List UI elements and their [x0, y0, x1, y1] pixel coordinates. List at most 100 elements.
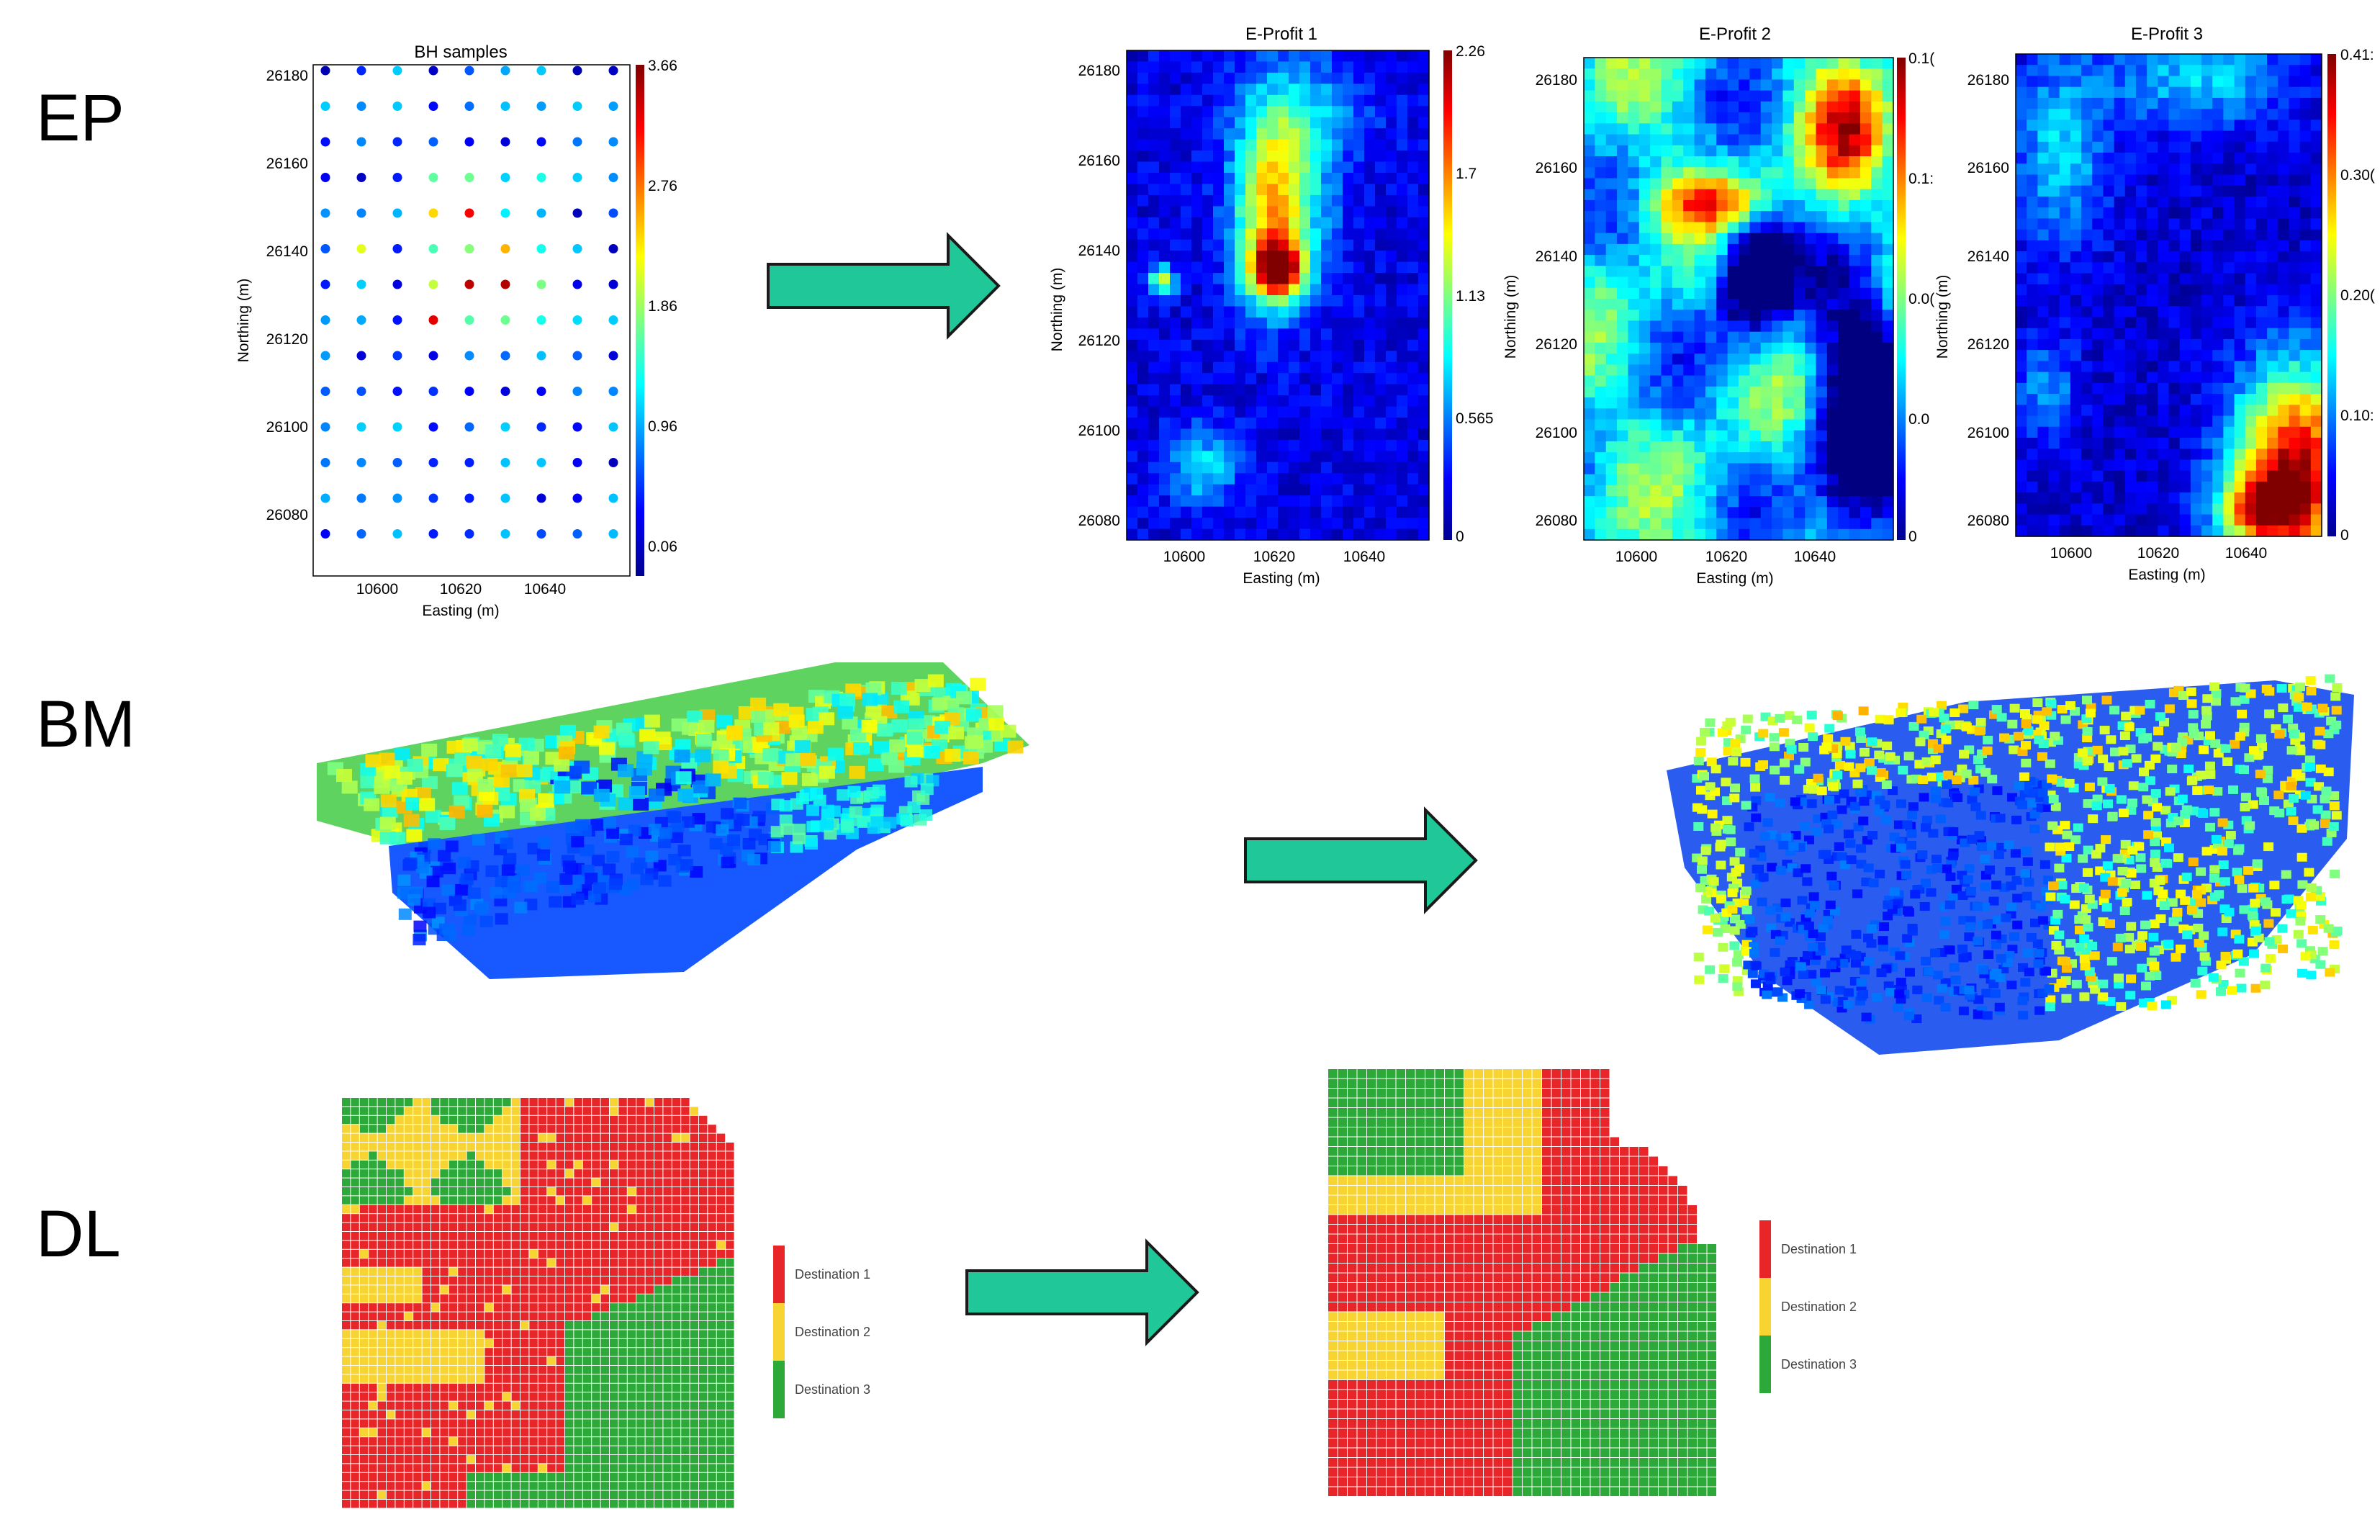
bh-sample-point: [356, 244, 366, 253]
heatmap-cell: [1418, 528, 1430, 541]
heatmap-cell: [1760, 496, 1772, 508]
heatmap-cell: [2201, 514, 2213, 526]
heatmap-cell: [2147, 262, 2158, 274]
heatmap-cell: [1683, 178, 1695, 190]
heatmap-cell: [1299, 473, 1311, 485]
heatmap-cell: [2223, 185, 2235, 197]
heatmap-cell: [1826, 156, 1839, 168]
bm-cell: [2237, 884, 2248, 893]
bh-sample-point: [608, 387, 618, 396]
heatmap-cell: [2278, 492, 2290, 504]
heatmap-cell: [2016, 273, 2027, 285]
heatmap-cell: [1397, 194, 1408, 207]
heatmap-cell: [2092, 262, 2104, 274]
bm-cell: [460, 873, 474, 885]
heatmap-cell: [1871, 287, 1883, 300]
heatmap-cell: [1191, 261, 1203, 274]
heatmap-cell: [1638, 199, 1651, 212]
bm-cell: [1856, 734, 1867, 743]
heatmap-cell: [1727, 518, 1739, 530]
heatmap-cell: [1353, 217, 1365, 229]
bm-cell: [648, 788, 664, 802]
heatmap-cell: [1716, 485, 1728, 497]
heatmap-cell: [2070, 86, 2082, 99]
heatmap-cell: [2310, 185, 2322, 197]
heatmap-cell: [1310, 518, 1322, 530]
heatmap-cell: [1321, 484, 1333, 496]
heatmap-cell: [1332, 506, 1343, 518]
heatmap-cell: [2168, 492, 2181, 504]
heatmap-cell: [1386, 339, 1397, 351]
heatmap-cell: [2234, 185, 2246, 197]
heatmap-cell: [1202, 273, 1214, 285]
bm-cell: [1000, 724, 1017, 738]
bm-cell: [839, 693, 856, 706]
heatmap-cell: [1694, 276, 1706, 289]
heatmap-cell: [2070, 163, 2082, 176]
bm-cell: [430, 865, 443, 878]
bm-cell: [1921, 956, 1932, 965]
heatmap-cell: [2245, 163, 2257, 176]
heatmap-cell: [1871, 364, 1883, 377]
heatmap-cell: [2147, 382, 2158, 395]
heatmap-cell: [2158, 306, 2170, 318]
heatmap-cell: [1299, 395, 1311, 407]
heatmap-cell: [1694, 320, 1706, 333]
heatmap-cell: [1353, 518, 1365, 530]
heatmap-cell: [2234, 174, 2246, 186]
heatmap-cell: [1321, 495, 1333, 508]
heatmap-cell: [1159, 406, 1171, 418]
heatmap-cell: [1127, 206, 1138, 218]
heatmap-cell: [1310, 461, 1322, 474]
heatmap-cell: [1289, 461, 1300, 474]
heatmap-cell: [1584, 342, 1595, 354]
bm-cell: [2297, 880, 2308, 889]
heatmap-cell: [1299, 94, 1311, 107]
heatmap-cell: [2278, 229, 2290, 241]
heatmap-cell: [1805, 178, 1817, 190]
heatmap-cell: [1661, 123, 1673, 135]
heatmap-cell: [1299, 528, 1311, 541]
heatmap-cell: [2092, 415, 2104, 428]
heatmap-cell: [1838, 101, 1850, 113]
heatmap-cell: [2070, 130, 2082, 143]
heatmap-cell: [2081, 338, 2093, 351]
heatmap-cell: [1321, 395, 1333, 407]
heatmap-cell: [1772, 320, 1784, 333]
eprofit1-cbar-tick: 1.13: [1456, 288, 1485, 305]
heatmap-cell: [1793, 310, 1806, 322]
heatmap-cell: [2027, 130, 2038, 143]
heatmap-cell: [2310, 141, 2322, 153]
heatmap-cell: [2048, 284, 2060, 296]
eprofit2-y-tick: 26120: [1536, 336, 1577, 353]
heatmap-cell: [1605, 331, 1618, 343]
heatmap-cell: [1235, 184, 1246, 196]
heatmap-cell: [2212, 284, 2224, 296]
heatmap-cell: [1816, 145, 1828, 157]
heatmap-cell: [2027, 405, 2038, 417]
heatmap-cell: [2114, 251, 2126, 263]
heatmap-cell: [2267, 394, 2278, 405]
heatmap-cell: [2135, 86, 2147, 99]
heatmap-cell: [2070, 174, 2082, 186]
heatmap-cell: [1127, 61, 1138, 73]
bm-cell: [2029, 824, 2040, 834]
heatmap-cell: [1418, 94, 1430, 107]
heatmap-cell: [1137, 273, 1149, 285]
heatmap-cell: [2299, 86, 2312, 99]
heatmap-cell: [1137, 317, 1149, 329]
heatmap-cell: [1278, 495, 1289, 508]
heatmap-cell: [2310, 229, 2322, 241]
heatmap-cell: [2278, 449, 2290, 461]
heatmap-cell: [1617, 485, 1629, 497]
bm-cell: [1706, 757, 1717, 767]
heatmap-cell: [1137, 150, 1149, 163]
heatmap-cell: [1793, 354, 1806, 365]
heatmap-cell: [1816, 189, 1828, 201]
heatmap-cell: [1170, 251, 1181, 263]
bh-sample-point: [464, 102, 474, 111]
heatmap-cell: [1694, 266, 1706, 278]
eprofit2-y-axis: 26180 26160 26140 26120 26100 26080: [1536, 72, 1577, 529]
heatmap-cell: [1672, 518, 1684, 530]
heatmap-cell: [1727, 79, 1739, 91]
